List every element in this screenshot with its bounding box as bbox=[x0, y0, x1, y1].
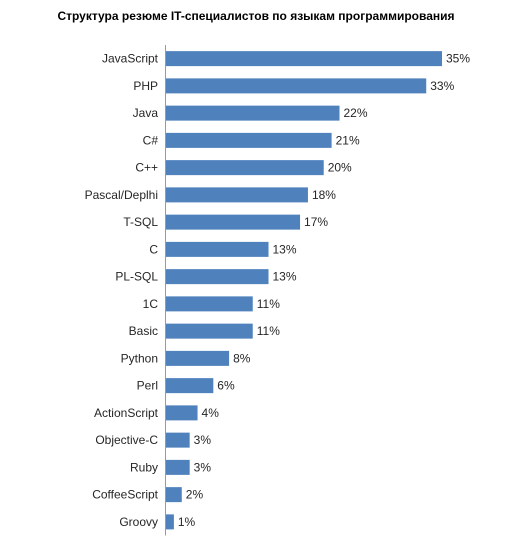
bar-groovy bbox=[166, 514, 174, 530]
bar-c- bbox=[166, 132, 332, 148]
category-label: Python bbox=[121, 351, 158, 365]
value-label: 1% bbox=[178, 515, 196, 529]
category-label: T-SQL bbox=[123, 215, 158, 229]
chart-title: Структура резюме IT-специалистов по язык… bbox=[57, 9, 454, 23]
value-label: 17% bbox=[304, 215, 328, 229]
category-label: Perl bbox=[137, 379, 158, 393]
bar-1c bbox=[166, 296, 253, 312]
category-label: Ruby bbox=[130, 460, 158, 474]
bar-java bbox=[166, 105, 340, 121]
bar-objective-c bbox=[166, 432, 190, 448]
category-label: JavaScript bbox=[102, 52, 159, 66]
category-label: C++ bbox=[135, 161, 158, 175]
value-label: 8% bbox=[233, 351, 251, 365]
value-label: 13% bbox=[273, 270, 297, 284]
category-label: PHP bbox=[133, 79, 158, 93]
value-label: 2% bbox=[186, 488, 204, 502]
category-label: Basic bbox=[129, 324, 158, 338]
category-label: CoffeeScript bbox=[92, 488, 158, 502]
value-labels-group: 35% 33% 22% 21% 20% 18% 17% 13% 13% 11% 11% 8% 6% 4% 3… bbox=[178, 52, 470, 529]
value-label: 3% bbox=[194, 433, 212, 447]
value-label: 35% bbox=[446, 52, 470, 66]
category-label: C bbox=[149, 242, 158, 256]
value-label: 11% bbox=[257, 324, 280, 338]
bar-perl bbox=[166, 378, 214, 394]
bar-coffeescript bbox=[166, 487, 182, 503]
bar-pascal-deplhi bbox=[166, 187, 308, 203]
bar-ruby bbox=[166, 459, 190, 475]
bars-group bbox=[166, 51, 442, 530]
category-label: Objective-C bbox=[95, 433, 158, 447]
bar-python bbox=[166, 350, 230, 366]
bar-basic bbox=[166, 323, 253, 339]
bar-pl-sql bbox=[166, 269, 269, 285]
bar-c bbox=[166, 241, 269, 257]
bar-actionscript bbox=[166, 405, 198, 421]
value-label: 18% bbox=[312, 188, 336, 202]
category-labels-group: JavaScript PHP Java C# C++ Pascal/Deplhi T-SQL… bbox=[85, 52, 159, 529]
value-label: 20% bbox=[328, 161, 352, 175]
value-label: 3% bbox=[194, 460, 212, 474]
category-label: Java bbox=[133, 106, 159, 120]
value-label: 11% bbox=[257, 297, 280, 311]
category-label: PL-SQL bbox=[115, 270, 158, 284]
value-label: 6% bbox=[217, 379, 235, 393]
category-label: Groovy bbox=[119, 515, 158, 529]
bar-c- bbox=[166, 160, 324, 176]
category-label: C# bbox=[143, 133, 159, 147]
bar-t-sql bbox=[166, 214, 301, 230]
category-label: ActionScript bbox=[94, 406, 159, 420]
value-label: 22% bbox=[343, 106, 367, 120]
value-label: 4% bbox=[202, 406, 220, 420]
category-label: 1C bbox=[143, 297, 159, 311]
bar-php bbox=[166, 78, 427, 94]
value-label: 21% bbox=[336, 133, 360, 147]
category-label: Pascal/Deplhi bbox=[85, 188, 158, 202]
value-label: 13% bbox=[273, 242, 297, 256]
bar-javascript bbox=[166, 51, 442, 67]
value-label: 33% bbox=[430, 79, 454, 93]
